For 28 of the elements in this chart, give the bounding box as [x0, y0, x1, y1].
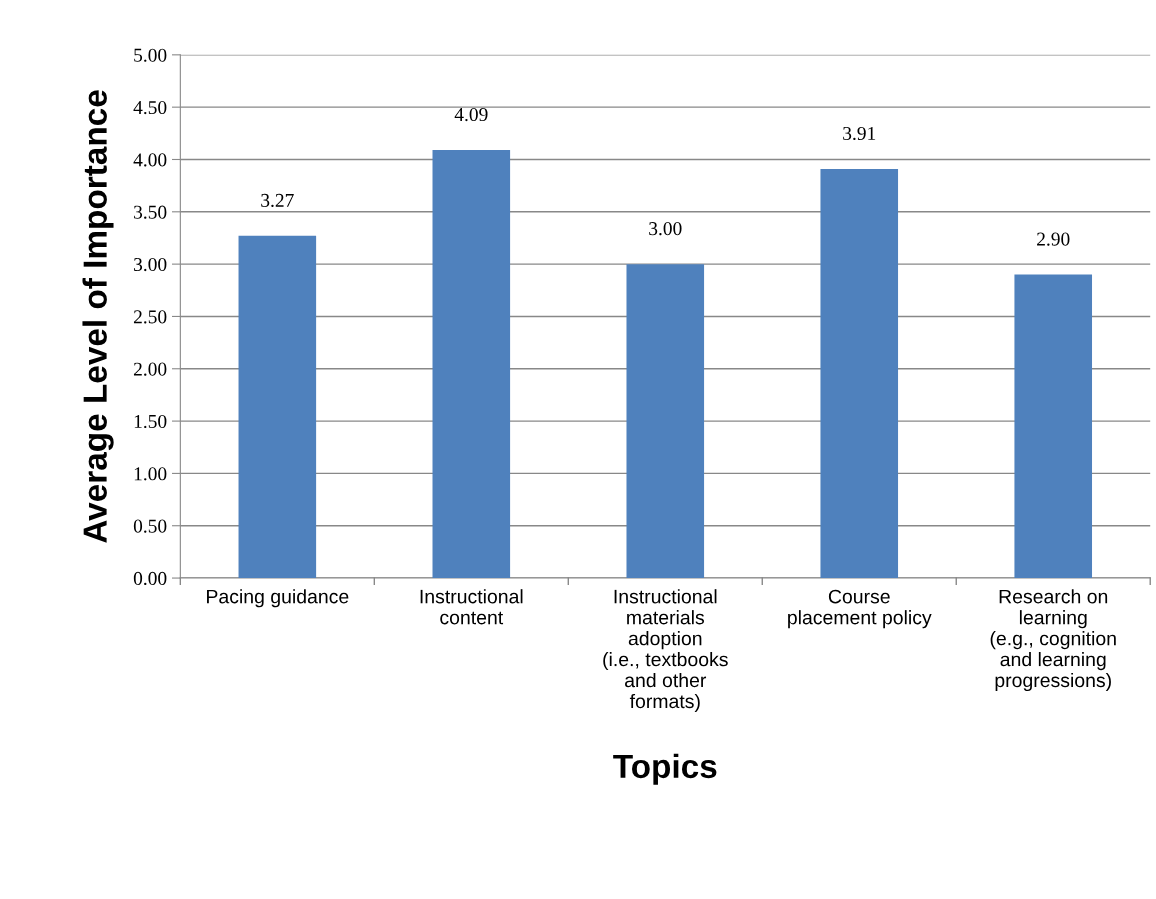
bar [820, 168, 899, 579]
y-tick-label: 4.50 [133, 100, 167, 115]
bar [432, 150, 511, 579]
y-tick-label: 5.00 [134, 48, 167, 62]
x-tick-label: Pacing guidance [207, 589, 349, 608]
bar [238, 235, 317, 579]
y-tick-label: 2.50 [133, 310, 167, 324]
y-axis-title: Average Level of Importance [82, 90, 114, 543]
y-tick-label: 1.50 [134, 414, 167, 429]
y-tick-label: 1.00 [134, 467, 167, 481]
x-tick-label: Instructional materials adoption (i.e., textbooks and other formats) [603, 589, 728, 713]
x-tick-label: Course placement policy [788, 589, 932, 629]
x-tick-label: Instructional content [420, 589, 523, 625]
y-tick-label: 2.00 [133, 362, 167, 376]
y-tick-label: 0.50 [133, 519, 167, 533]
y-tick-label: 0.00 [133, 571, 167, 586]
data-label: 3.27 [261, 193, 294, 208]
data-label: 4.09 [454, 107, 488, 122]
x-axis-title: Topics [613, 753, 717, 785]
x-tick-label: Research on learning (e.g., cognition and learning progressions) [990, 589, 1116, 692]
bar [1014, 274, 1093, 579]
data-label: 2.90 [1037, 232, 1070, 246]
data-label: 3.91 [843, 126, 876, 141]
y-tick-label: 3.50 [134, 205, 167, 219]
bar [626, 264, 705, 579]
y-tick-label: 4.00 [133, 153, 167, 167]
data-label: 3.00 [649, 222, 682, 236]
y-tick-label: 3.00 [134, 257, 167, 272]
